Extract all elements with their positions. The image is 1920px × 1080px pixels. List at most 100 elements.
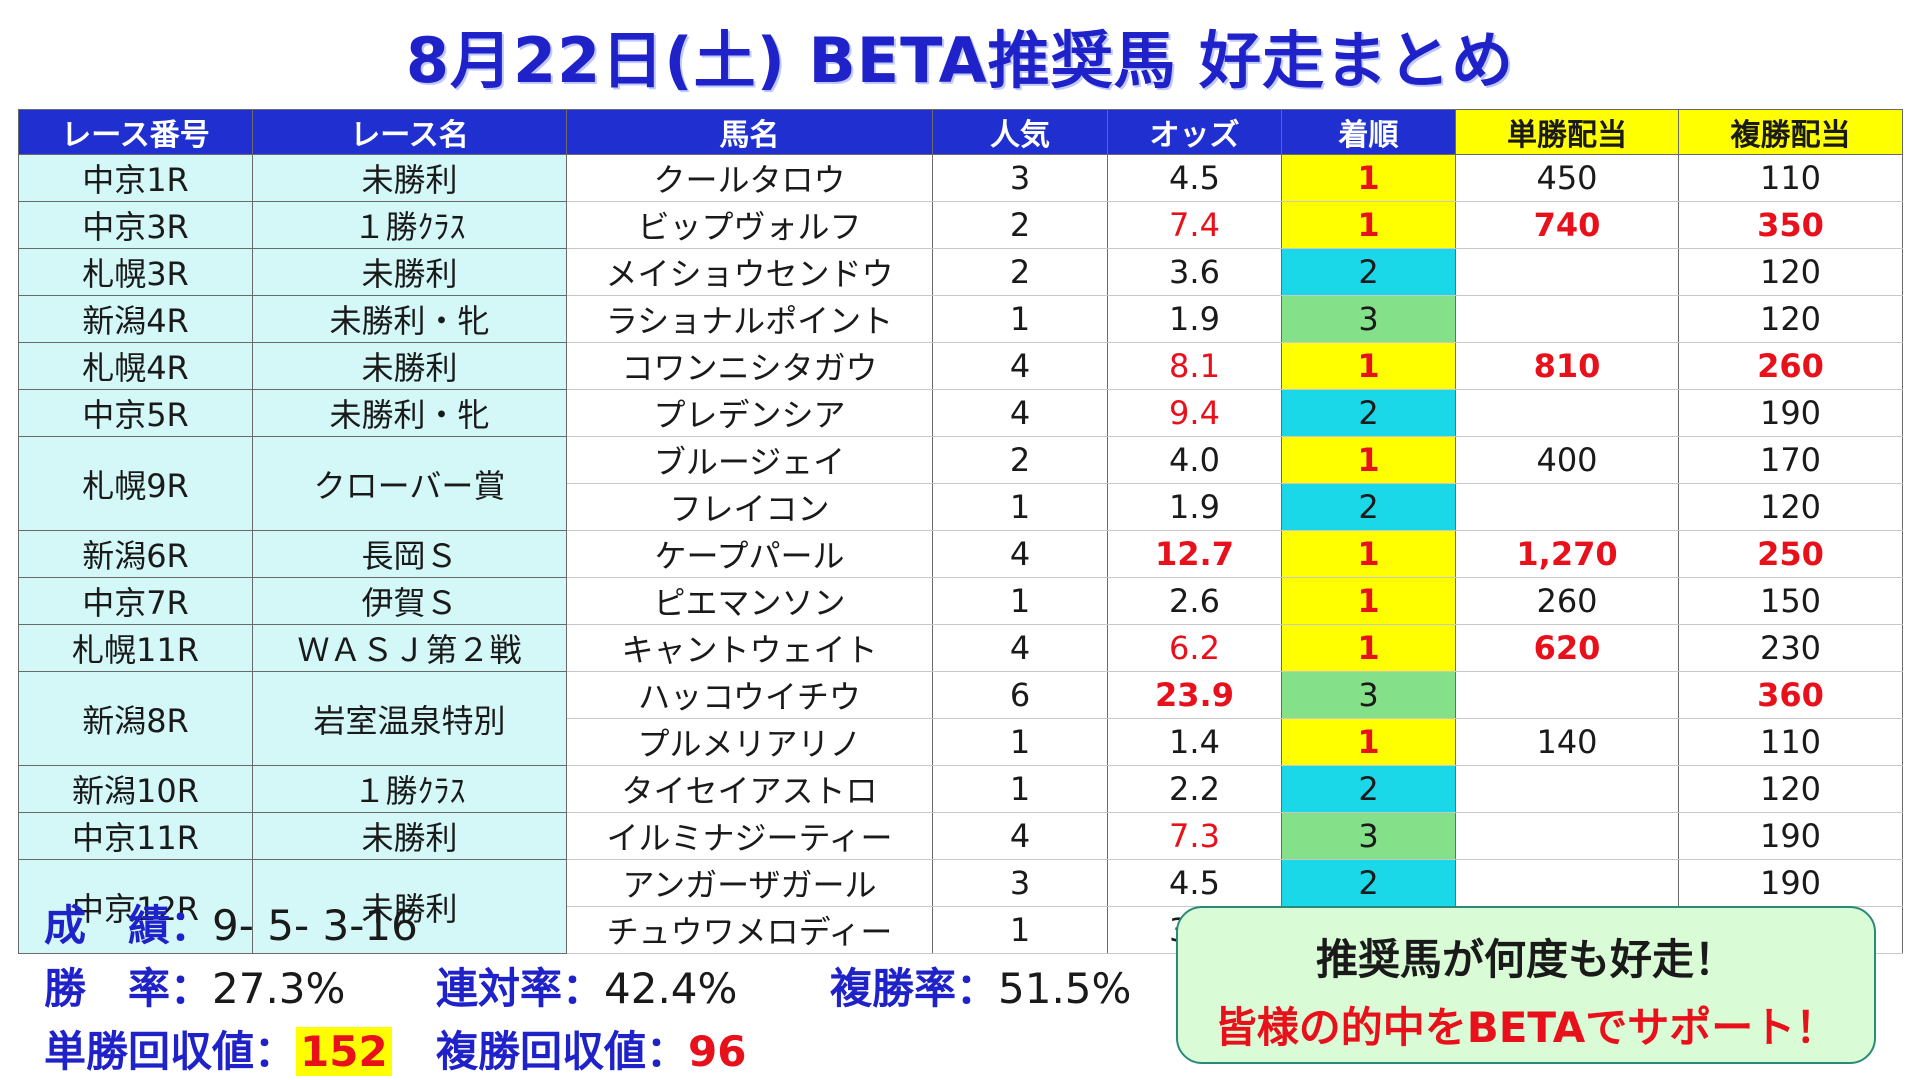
odds-cell: 1.4 — [1107, 718, 1282, 766]
col-header-race-name: レース名 — [252, 109, 567, 155]
win-payout-cell: 810 — [1455, 342, 1679, 390]
col-header-odds: オッズ — [1107, 109, 1282, 155]
finish-cell: 2 — [1281, 765, 1456, 813]
race-number-cell: 新潟4R — [18, 295, 253, 343]
win-payout-cell — [1455, 765, 1679, 813]
place-payout-cell: 110 — [1678, 154, 1903, 202]
win-return-value: 152 — [296, 1027, 392, 1076]
show-rate-value: 51.5% — [998, 964, 1132, 1013]
race-name-cell: 岩室温泉特別 — [252, 671, 567, 766]
race-name-cell: 未勝利・牝 — [252, 295, 567, 343]
win-rate-line: 勝 率：27.3% — [44, 955, 345, 1016]
odds-cell: 23.9 — [1107, 671, 1282, 719]
table-row: 新潟4R 未勝利・牝 ラショナルポイント 1 1.9 3 120 — [18, 295, 1903, 343]
place-return-line: 複勝回収値：96 — [436, 1018, 746, 1079]
horse-name-cell: タイセイアストロ — [566, 765, 933, 813]
win-return-line: 単勝回収値：152 — [44, 1018, 392, 1079]
horse-name-cell: コワンニシタガウ — [566, 342, 933, 390]
finish-cell: 1 — [1281, 342, 1456, 390]
horse-name-cell: クールタロウ — [566, 154, 933, 202]
col-header-race-no: レース番号 — [18, 109, 253, 155]
odds-cell: 12.7 — [1107, 530, 1282, 578]
place-payout-cell: 250 — [1678, 530, 1903, 578]
place-payout-cell: 260 — [1678, 342, 1903, 390]
table-row: 中京3R １勝ｸﾗｽ ビップヴォルフ 2 7.4 1 740 350 — [18, 201, 1903, 249]
table-body: 中京1R 未勝利 クールタロウ 3 4.5 1 450 110 中京3R １勝ｸﾗｽ ビップヴォルフ… — [18, 154, 1903, 954]
table-row: 札幌9R クローバー賞 ブルージェイ 2 4.0 1 400 170 — [18, 436, 1903, 531]
finish-cell: 3 — [1281, 295, 1456, 343]
horse-name-cell: ハッコウイチウ — [566, 671, 933, 719]
finish-cell: 1 — [1281, 577, 1456, 625]
horse-name-cell: キャントウェイト — [566, 624, 933, 672]
popularity-cell: 4 — [932, 812, 1108, 860]
win-payout-cell: 140 — [1455, 718, 1679, 766]
horse-name-cell: ブルージェイ — [566, 436, 933, 484]
race-name-cell: 未勝利 — [252, 154, 567, 202]
place-payout-cell: 190 — [1678, 812, 1903, 860]
place-payout-cell: 150 — [1678, 577, 1903, 625]
race-name-cell: 長岡Ｓ — [252, 530, 567, 578]
table-row: 新潟6R 長岡Ｓ ケープパール 4 12.7 1 1,270 250 — [18, 530, 1903, 578]
win-payout-cell: 260 — [1455, 577, 1679, 625]
popularity-cell: 4 — [932, 624, 1108, 672]
popularity-cell: 4 — [932, 342, 1108, 390]
table-row: 中京12R 未勝利 アンガーザガール 3 4.5 2 190 — [18, 859, 1903, 954]
race-name-cell: クローバー賞 — [252, 436, 567, 531]
finish-cell: 1 — [1281, 718, 1456, 766]
horse-name-cell: アンガーザガール — [566, 859, 933, 907]
results-table: レース番号 レース名 馬名 人気 オッズ 着順 単勝配当 複勝配当 中京1R 未勝… — [18, 109, 1903, 954]
col-header-finish: 着順 — [1281, 109, 1456, 155]
place-payout-cell: 190 — [1678, 859, 1903, 907]
horse-name-cell: イルミナジーティー — [566, 812, 933, 860]
place-payout-cell: 120 — [1678, 295, 1903, 343]
popularity-cell: 2 — [932, 248, 1108, 296]
callout-line-1: 推奨馬が何度も好走！ — [1315, 935, 1736, 984]
popularity-cell: 1 — [932, 765, 1108, 813]
table-row: 札幌11R ＷＡＳＪ第２戦 キャントウェイト 4 6.2 1 620 230 — [18, 624, 1903, 672]
win-payout-cell: 740 — [1455, 201, 1679, 249]
table-row: フレイコン 1 1.9 2 120 — [19, 483, 1903, 531]
table-row: 中京1R 未勝利 クールタロウ 3 4.5 1 450 110 — [18, 154, 1903, 202]
win-payout-cell: 1,270 — [1455, 530, 1679, 578]
race-number-cell: 中京1R — [18, 154, 253, 202]
win-rate-value: 27.3% — [212, 964, 346, 1013]
odds-cell: 3.6 — [1107, 248, 1282, 296]
popularity-cell: 6 — [932, 671, 1108, 719]
odds-cell: 2.2 — [1107, 765, 1282, 813]
horse-name-cell: フレイコン — [566, 483, 933, 531]
odds-cell: 4.5 — [1107, 859, 1282, 907]
odds-cell: 7.4 — [1107, 201, 1282, 249]
place-payout-cell: 110 — [1678, 718, 1903, 766]
race-number-cell: 札幌3R — [18, 248, 253, 296]
popularity-cell: 2 — [932, 201, 1108, 249]
finish-cell: 2 — [1281, 859, 1456, 907]
win-payout-cell: 450 — [1455, 154, 1679, 202]
win-payout-cell — [1455, 859, 1679, 907]
record-label: 成 績： — [44, 901, 213, 950]
table-row: 札幌3R 未勝利 メイショウセンドウ 2 3.6 2 120 — [18, 248, 1903, 296]
horse-name-cell: チュウワメロディー — [566, 906, 933, 954]
quinella-rate-label: 連対率： — [436, 964, 605, 1013]
odds-cell: 4.0 — [1107, 436, 1282, 484]
popularity-cell: 3 — [932, 154, 1108, 202]
race-number-cell: 中京5R — [18, 389, 253, 437]
finish-cell: 1 — [1281, 154, 1456, 202]
win-payout-cell — [1455, 248, 1679, 296]
place-payout-cell: 170 — [1678, 436, 1903, 484]
popularity-cell: 1 — [932, 295, 1108, 343]
race-number-cell: 札幌9R — [18, 436, 253, 531]
race-number-cell: 新潟6R — [18, 530, 253, 578]
race-number-cell: 新潟8R — [18, 671, 253, 766]
horse-name-cell: メイショウセンドウ — [566, 248, 933, 296]
finish-cell: 2 — [1281, 248, 1456, 296]
finish-cell: 1 — [1281, 624, 1456, 672]
race-name-cell: 未勝利・牝 — [252, 389, 567, 437]
col-header-win-payout: 単勝配当 — [1455, 109, 1679, 155]
finish-cell: 1 — [1281, 436, 1456, 484]
place-return-value: 96 — [688, 1027, 747, 1076]
popularity-cell: 1 — [932, 718, 1108, 766]
win-rate-label: 勝 率： — [44, 964, 213, 1013]
race-number-cell: 中京7R — [18, 577, 253, 625]
horse-name-cell: ビップヴォルフ — [566, 201, 933, 249]
win-payout-cell: 620 — [1455, 624, 1679, 672]
